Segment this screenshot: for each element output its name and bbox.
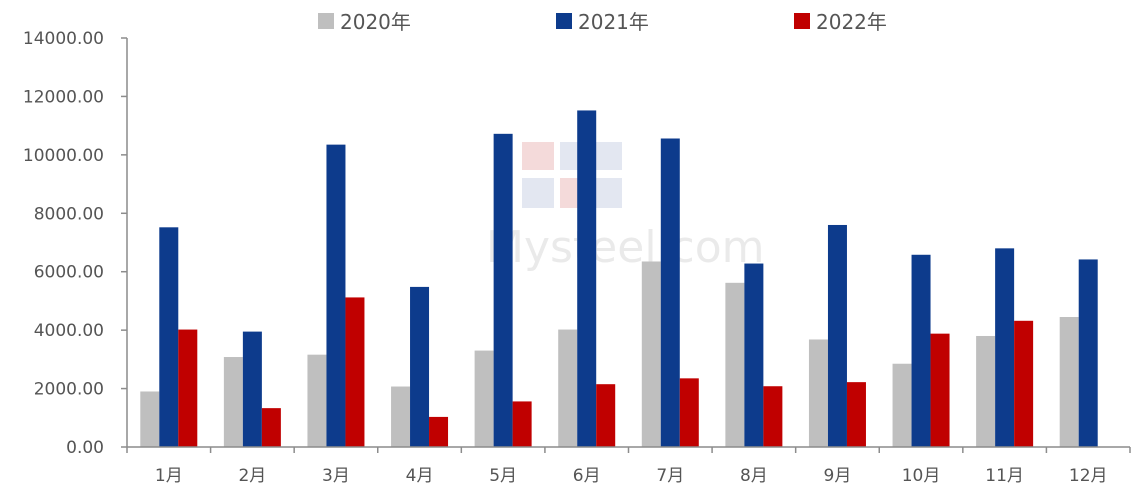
bar-2020年-1月: [140, 391, 160, 447]
bar-2021年-4月: [410, 286, 430, 447]
y-tick-label: 0.00: [66, 438, 104, 458]
bar-2022年-7月: [679, 378, 699, 447]
bar-2021年-2月: [242, 331, 262, 447]
x-tick-label: 5月: [489, 466, 517, 486]
x-tick-label: 3月: [322, 466, 350, 486]
y-tick-label: 2000.00: [34, 380, 104, 400]
legend-swatch: [556, 13, 572, 29]
bar-2022年-1月: [178, 329, 198, 447]
bar-2020年-12月: [1059, 316, 1079, 447]
x-tick-label: 8月: [740, 466, 768, 486]
bar-2021年-9月: [827, 224, 847, 447]
x-tick-label: 9月: [824, 466, 852, 486]
y-tick-label: 8000.00: [34, 204, 104, 224]
bar-2020年-8月: [725, 282, 745, 447]
bar-2022年-10月: [930, 333, 950, 447]
bar-2022年-4月: [429, 416, 449, 447]
bar-2020年-7月: [641, 261, 661, 447]
bar-2021年-8月: [744, 263, 764, 447]
bar-2020年-2月: [223, 357, 243, 447]
legend-label: 2020年: [340, 10, 411, 34]
x-tick-label: 10月: [902, 466, 941, 486]
bar-2021年-12月: [1078, 259, 1098, 447]
watermark: Mysteel.com: [486, 142, 765, 273]
legend-swatch: [794, 13, 810, 29]
bar-2021年-11月: [995, 248, 1015, 447]
bar-2021年-1月: [159, 227, 179, 447]
y-tick-label: 4000.00: [34, 321, 104, 341]
x-tick-label: 12月: [1069, 466, 1108, 486]
bar-2020年-6月: [558, 329, 578, 447]
bar-2020年-4月: [391, 386, 411, 447]
legend-swatch: [318, 13, 334, 29]
bar-2022年-11月: [1014, 320, 1034, 447]
bar-2022年-2月: [261, 408, 281, 447]
x-tick-label: 11月: [985, 466, 1024, 486]
bar-2020年-11月: [976, 335, 996, 447]
x-tick-label: 1月: [155, 466, 183, 486]
bar-2022年-5月: [512, 401, 532, 447]
y-tick-label: 10000.00: [23, 146, 104, 166]
legend-label: 2021年: [578, 10, 649, 34]
bar-2021年-6月: [577, 110, 597, 448]
bar-2022年-6月: [596, 384, 616, 447]
bars: [140, 110, 1098, 448]
bar-2020年-10月: [892, 363, 912, 447]
bar-2021年-3月: [326, 144, 346, 447]
y-tick-label: 6000.00: [34, 263, 104, 283]
bar-2020年-5月: [474, 350, 494, 447]
y-axis: 0.00 2000.00 4000.00 6000.00 8000.00 10000.00…: [23, 29, 128, 458]
bar-2021年-5月: [493, 133, 513, 447]
bar-2021年-10月: [911, 254, 931, 447]
x-tick-label: 6月: [573, 466, 601, 486]
x-tick-label: 7月: [656, 466, 684, 486]
legend-label: 2022年: [816, 10, 887, 34]
bar-2022年-8月: [763, 386, 783, 447]
bar-2022年-9月: [846, 382, 866, 447]
y-tick-label: 12000.00: [23, 87, 104, 107]
y-tick-label: 14000.00: [23, 29, 104, 49]
bar-2022年-3月: [345, 297, 365, 447]
bar-2020年-3月: [307, 354, 327, 447]
watermark-text: Mysteel.com: [486, 222, 765, 273]
bar-2020年-9月: [808, 339, 828, 447]
bar-2021年-7月: [660, 138, 680, 448]
x-tick-label: 2月: [238, 466, 266, 486]
x-axis: 1月 2月 3月 4月 5月 6月 7月 8月 9月 10月 11月 12月: [126, 446, 1131, 486]
x-tick-label: 4月: [406, 466, 434, 486]
legend: 2020年 2021年 2022年: [318, 10, 887, 34]
